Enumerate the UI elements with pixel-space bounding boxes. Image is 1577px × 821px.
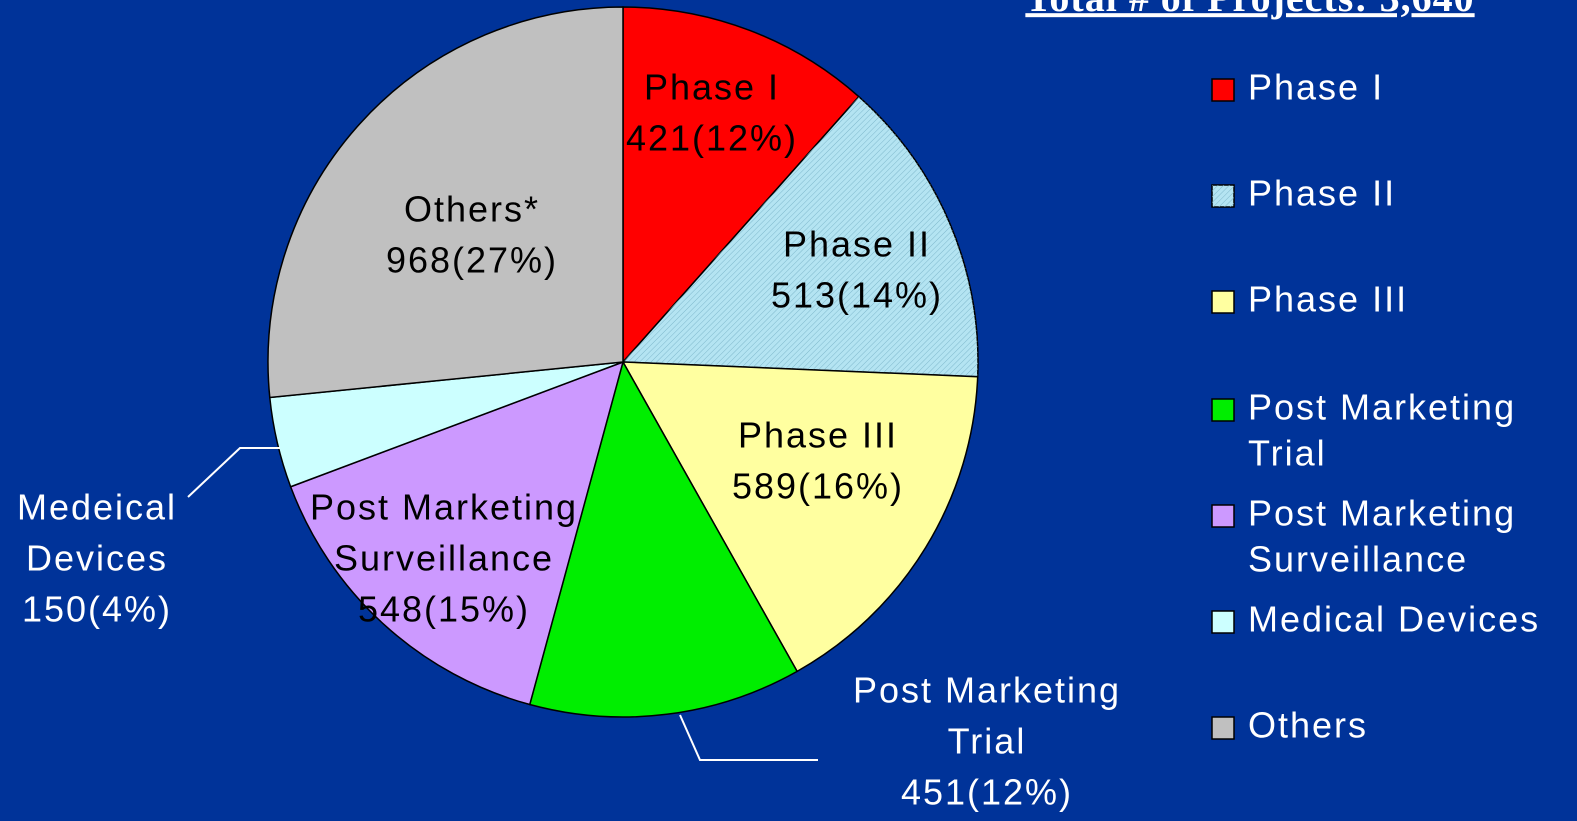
legend-label: Post Marketing <box>1248 493 1516 534</box>
legend-swatch <box>1211 610 1235 634</box>
value-label: 451(12%) <box>901 772 1073 813</box>
slice-label: Devices <box>26 538 168 579</box>
value-label: 150(4%) <box>22 589 172 630</box>
legend-label: Trial <box>1248 433 1327 474</box>
legend-label: Post Marketing <box>1248 387 1516 428</box>
slice-label: Others* <box>404 189 540 230</box>
leader-line <box>187 447 280 498</box>
pie-slice <box>622 6 860 364</box>
slice-label: Phase II <box>783 224 931 265</box>
legend-label: Medical Devices <box>1248 599 1540 640</box>
legend-swatch <box>1211 78 1235 102</box>
legend-label: Phase III <box>1248 279 1408 320</box>
legend-label: Others <box>1248 705 1368 746</box>
legend-swatch <box>1211 716 1235 740</box>
value-label: 421(12%) <box>626 118 798 159</box>
legend-swatch <box>1211 504 1235 528</box>
slice-label: Medeical <box>17 487 177 528</box>
legend-hatch <box>1212 185 1234 207</box>
value-label: 548(15%) <box>358 589 530 630</box>
legend-label: Phase I <box>1248 67 1384 108</box>
legend-label: Surveillance <box>1248 539 1468 580</box>
pie <box>267 6 979 718</box>
slice-label: Phase I <box>644 67 780 108</box>
slice-label: Trial <box>948 721 1027 762</box>
slice-hatch <box>623 96 978 377</box>
legend-label: Phase II <box>1248 173 1396 214</box>
pie-slice <box>267 6 624 399</box>
value-label: 513(14%) <box>771 275 943 316</box>
legend-swatch <box>1211 398 1235 422</box>
slice-label: Surveillance <box>334 538 554 579</box>
chart-title: Total # of Projects: 3,640 <box>1025 0 1474 20</box>
value-label: 968(27%) <box>386 240 558 281</box>
value-label: 589(16%) <box>732 466 904 507</box>
legend-swatch <box>1211 290 1235 314</box>
pie-slice <box>621 361 979 673</box>
slice-label: Phase III <box>738 415 898 456</box>
pie-slice <box>528 360 799 718</box>
leader-line <box>679 714 818 761</box>
slice-label: Post Marketing <box>310 487 578 528</box>
slice-label: Post Marketing <box>853 670 1121 711</box>
pie-slice <box>289 360 625 706</box>
